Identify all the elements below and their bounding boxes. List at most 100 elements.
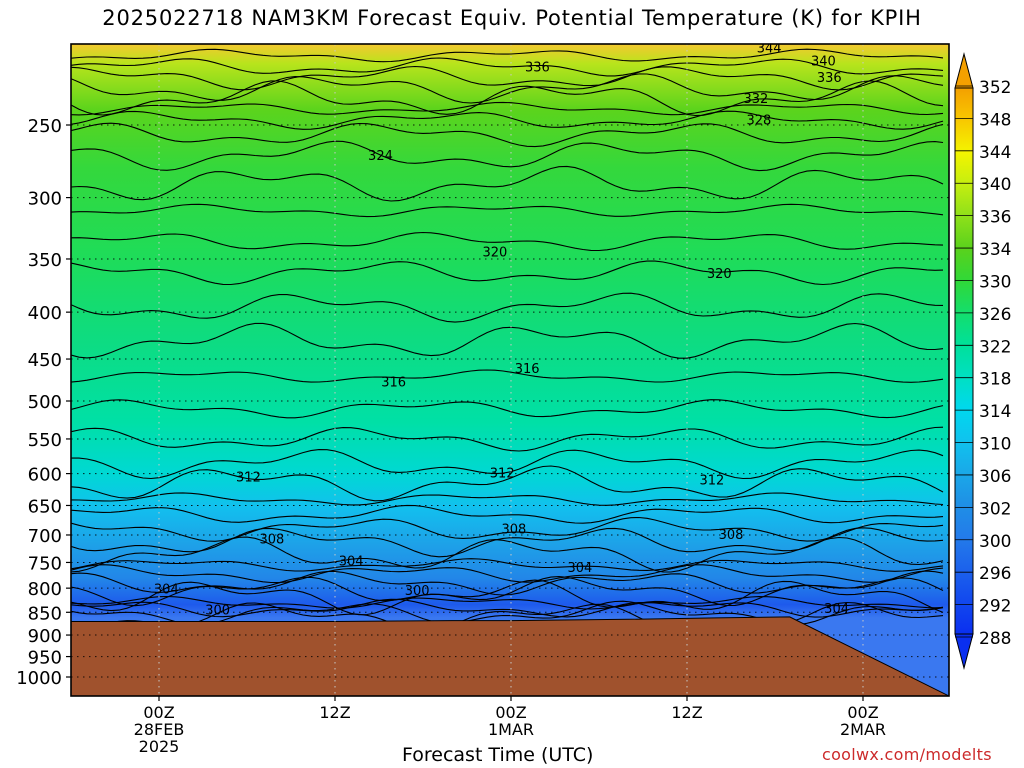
colorbar-label: 306 bbox=[979, 467, 1011, 487]
y-axis: 2503003504004505005506006507007508008509… bbox=[16, 116, 71, 689]
colorbar-label: 352 bbox=[979, 78, 1011, 98]
x-tick-label: 00Z bbox=[847, 703, 878, 722]
contour-line bbox=[71, 292, 944, 323]
y-tick-label: 600 bbox=[28, 465, 62, 486]
y-tick-label: 250 bbox=[28, 116, 62, 137]
colorbar-label: 296 bbox=[979, 564, 1011, 584]
y-tick-label: 400 bbox=[28, 303, 62, 324]
contour-label: 304 bbox=[154, 583, 179, 598]
contour-line bbox=[71, 260, 944, 286]
contour-line bbox=[71, 165, 944, 202]
contour-label: 308 bbox=[719, 528, 744, 543]
colorbar: 352 348 344 340 336 334 330 326 322 318 314 310 306 3… bbox=[954, 52, 1011, 670]
contour-line bbox=[71, 322, 944, 359]
y-tick-label: 800 bbox=[28, 579, 62, 600]
y-tick-label: 750 bbox=[28, 553, 62, 574]
contour-line bbox=[71, 369, 944, 383]
contour-line bbox=[71, 110, 944, 130]
contour-line bbox=[71, 231, 944, 252]
colorbar-label: 334 bbox=[979, 240, 1011, 260]
contour-line bbox=[71, 536, 944, 573]
contour-label: 336 bbox=[817, 71, 842, 86]
colorbar-label: 314 bbox=[979, 402, 1011, 422]
contour-line bbox=[71, 570, 944, 596]
page-title: 2025022718 NAM3KM Forecast Equiv. Potent… bbox=[102, 6, 922, 30]
contour-line bbox=[71, 426, 944, 452]
contour-label: 340 bbox=[811, 55, 836, 70]
colorbar-label: 348 bbox=[979, 110, 1011, 130]
colorbar-label: 344 bbox=[979, 143, 1011, 163]
credit-link[interactable]: coolwx.com/modelts bbox=[822, 745, 992, 764]
contour-line bbox=[71, 203, 944, 218]
contour-label: 300 bbox=[205, 603, 230, 618]
contour-line bbox=[71, 598, 944, 618]
contour-line bbox=[71, 579, 944, 616]
contour-label: 312 bbox=[700, 474, 725, 489]
contour-label: 316 bbox=[381, 376, 406, 391]
colorbar-label: 288 bbox=[979, 629, 1011, 649]
colorbar-top-arrow bbox=[954, 52, 974, 89]
contour-label: 332 bbox=[744, 92, 769, 107]
x-tick-label: 12Z bbox=[319, 703, 350, 722]
y-tick-label: 300 bbox=[28, 189, 62, 210]
contour-line bbox=[71, 576, 944, 607]
x-tick-label: 00Z bbox=[495, 703, 526, 722]
y-tick-label: 900 bbox=[28, 626, 62, 647]
colorbar-label: 310 bbox=[979, 435, 1011, 455]
y-tick-label: 950 bbox=[28, 648, 62, 669]
x-tick-label: 00Z bbox=[143, 703, 174, 722]
contour-label: 328 bbox=[746, 114, 771, 129]
x-tick-label: 28FEB bbox=[134, 720, 185, 739]
contour-label: 304 bbox=[568, 561, 593, 576]
x-tick-label: 1MAR bbox=[488, 720, 534, 739]
y-tick-label: 550 bbox=[28, 430, 62, 451]
x-tick-label: 2025 bbox=[139, 737, 180, 756]
contour-lines bbox=[71, 48, 944, 633]
colorbar-label: 336 bbox=[979, 208, 1011, 228]
contour-line bbox=[71, 80, 944, 117]
y-tick-label: 450 bbox=[28, 350, 62, 371]
contour-label: 304 bbox=[339, 554, 364, 569]
contour-line bbox=[71, 595, 944, 610]
contour-line bbox=[71, 65, 944, 91]
contour-line bbox=[71, 101, 944, 116]
colorbar-bar bbox=[954, 87, 974, 635]
contour-label: 312 bbox=[490, 466, 515, 481]
contour-line bbox=[71, 140, 944, 172]
colorbar-label: 330 bbox=[979, 272, 1011, 292]
colorbar-label: 326 bbox=[979, 305, 1011, 325]
y-tick-label: 1000 bbox=[16, 668, 62, 689]
colorbar-label: 318 bbox=[979, 370, 1011, 390]
contour-label: 312 bbox=[236, 470, 261, 485]
contour-line bbox=[71, 57, 944, 77]
colorbar-label: 300 bbox=[979, 532, 1011, 552]
contour-label: 324 bbox=[368, 149, 393, 164]
contour-line bbox=[71, 73, 944, 104]
contour-label: 344 bbox=[757, 41, 782, 56]
y-tick-label: 500 bbox=[28, 392, 62, 413]
colorbar-label: 322 bbox=[979, 337, 1011, 357]
plot-frame bbox=[70, 43, 950, 697]
x-tick-label: 2MAR bbox=[840, 720, 886, 739]
contour-label: 320 bbox=[707, 267, 732, 282]
colorbar-label: 340 bbox=[979, 175, 1011, 195]
contour-line bbox=[71, 399, 944, 419]
grid bbox=[71, 44, 949, 696]
contour-line bbox=[71, 465, 944, 502]
contour-line bbox=[71, 449, 944, 480]
contour-line bbox=[71, 504, 944, 524]
y-tick-label: 850 bbox=[28, 603, 62, 624]
contour-line bbox=[71, 48, 944, 63]
contour-line bbox=[71, 564, 944, 584]
contour-label: 316 bbox=[515, 362, 540, 377]
x-axis-label: Forecast Time (UTC) bbox=[402, 744, 594, 766]
y-tick-label: 650 bbox=[28, 496, 62, 517]
contour-line bbox=[71, 492, 944, 506]
contour-label: 308 bbox=[260, 532, 285, 547]
contour-line bbox=[71, 122, 944, 148]
y-tick-label: 700 bbox=[28, 526, 62, 547]
plot-background bbox=[71, 44, 949, 696]
